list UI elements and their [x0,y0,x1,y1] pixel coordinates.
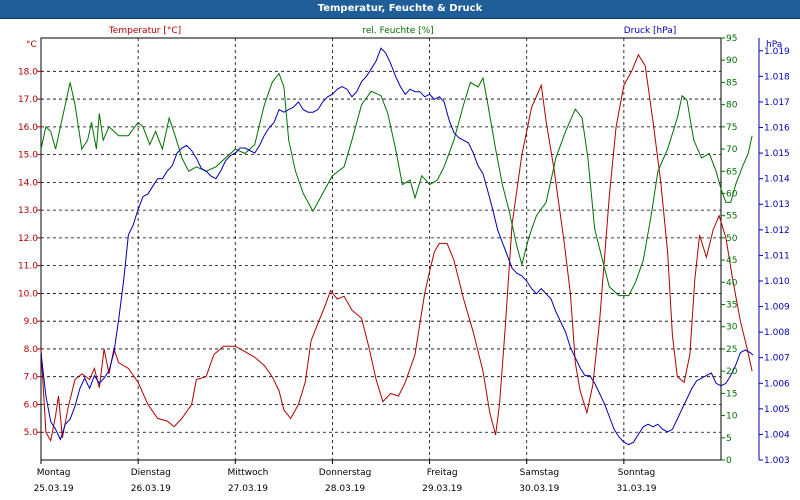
humidity-tick-label: 85 [726,78,737,88]
humidity-tick-label: 55 [726,212,737,222]
pressure-tick-label: 1.006 [764,379,790,389]
grid-layer [41,38,721,460]
pressure-tick-label: 1.014 [764,175,790,185]
x-tick-label-date: 28.03.19 [325,484,365,494]
series-line-humidity [40,72,753,297]
plot-border [40,37,722,461]
temperature-tick-label: 12.0 [18,234,38,244]
temperature-tick-label: 17.0 [18,95,38,105]
x-tick-label-day: Samstag [520,468,559,478]
window-title: Temperatur, Feuchte & Druck [317,3,483,14]
x-tick-label-day: Mittwoch [227,468,268,478]
humidity-tick-label: 80 [726,101,738,111]
temperature-tick-label: 10.0 [18,289,38,299]
pressure-tick-label: 1.010 [764,277,790,287]
x-tick-label-day: Donnerstag [319,468,372,478]
pressure-tick-label: 1.007 [764,354,790,364]
humidity-tick-label: 20 [726,367,738,377]
humidity-tick-label: 45 [726,256,737,266]
series-line-pressure [40,47,754,446]
pressure-tick-label: 1.005 [764,405,790,415]
x-tick-label-day: Dienstag [131,468,171,478]
pressure-tick-label: 1.013 [764,200,790,210]
temperature-tick-label: 18.0 [18,67,38,77]
pressure-tick-label: 1.019 [764,47,790,57]
humidity-tick-label: 75 [726,123,737,133]
humidity-tick-label: 60 [726,189,738,199]
temperature-tick-label: 13.0 [18,206,38,216]
x-tick-label-date: 30.03.19 [519,484,559,494]
temperature-tick-label: 6.0 [24,400,39,410]
humidity-tick-label: 0 [726,456,732,466]
temperature-axis-title: Temperatur [°C] [108,26,181,36]
pressure-tick-label: 1.018 [764,72,790,82]
axes-layer: °C 5.0 6.0 7.0 8.0 9.0 10.0 11.0 12.0 13.0 14.0 15.… [18,26,790,494]
temperature-tick-label: 16.0 [18,123,38,133]
humidity-tick-label: 10 [726,412,738,422]
x-tick-label-date: 26.03.19 [131,484,171,494]
temperature-unit-label: °C [26,40,37,50]
temperature-tick-label: 7.0 [24,373,39,383]
humidity-tick-label: 35 [726,301,737,311]
pressure-tick-label: 1.012 [764,226,790,236]
humidity-tick-label: 5 [726,434,732,444]
pressure-tick-label: 1.016 [764,124,790,134]
humidity-tick-label: 40 [726,278,738,288]
pressure-tick-label: 1.008 [764,328,790,338]
pressure-tick-label: 1.017 [764,98,790,108]
x-tick-label-date: 27.03.19 [228,484,268,494]
pressure-tick-label: 1.004 [764,430,790,440]
humidity-tick-label: 90 [726,56,738,66]
series-line-temperature [40,53,753,443]
temperature-tick-label: 5.0 [24,428,39,438]
humidity-tick-label: 30 [726,323,738,333]
temperature-tick-label: 11.0 [18,262,38,272]
pressure-tick-label: 1.009 [764,303,790,313]
plot-frame [40,37,722,461]
x-tick-label-day: Montag [37,468,71,478]
humidity-tick-label: 50 [726,234,738,244]
humidity-axis-title: rel. Feuchte [%] [362,26,433,36]
series-layer [40,47,754,446]
humidity-tick-label: 95 [726,34,737,44]
temperature-tick-label: 8.0 [24,345,39,355]
humidity-tick-label: 25 [726,345,737,355]
temperature-tick-label: 14.0 [18,178,38,188]
x-tick-label-date: 29.03.19 [422,484,462,494]
temperature-tick-label: 9.0 [24,317,39,327]
pressure-axis-title: Druck [hPa] [624,26,677,36]
x-tick-label-day: Sonntag [618,468,655,478]
pressure-tick-label: 1.003 [764,456,790,466]
pressure-unit-label: hPa [766,40,782,50]
x-tick-label-day: Freitag [427,468,458,478]
x-tick-label-date: 25.03.19 [34,484,74,494]
temperature-tick-label: 15.0 [18,151,38,161]
humidity-tick-label: 65 [726,167,737,177]
title-bar: Temperatur, Feuchte & Druck [0,0,800,19]
pressure-tick-label: 1.015 [764,149,790,159]
humidity-tick-label: 70 [726,145,738,155]
humidity-tick-label: 15 [726,389,737,399]
x-tick-label-date: 31.03.19 [616,484,656,494]
pressure-tick-label: 1.011 [764,251,790,261]
